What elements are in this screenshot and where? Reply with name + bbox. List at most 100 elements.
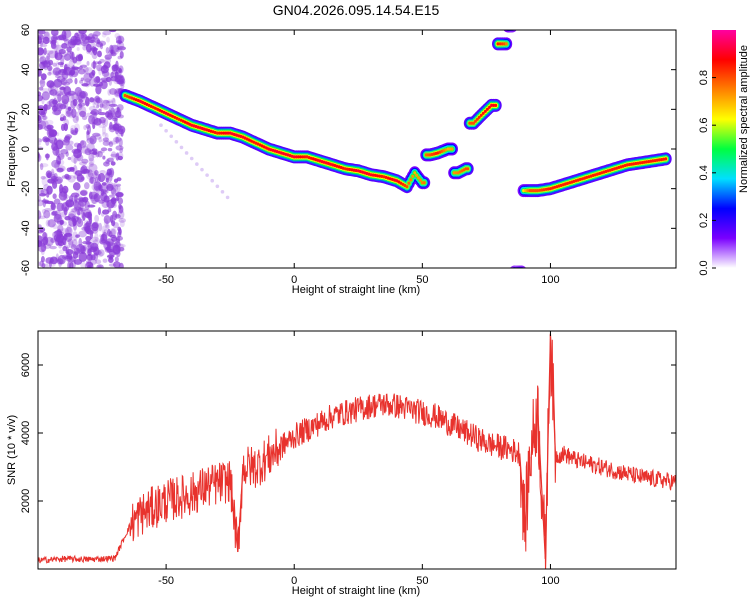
ridge-point bbox=[237, 134, 241, 138]
noise-point bbox=[88, 72, 95, 79]
noise-point bbox=[72, 42, 80, 47]
ridge-point bbox=[318, 159, 322, 163]
noise-point bbox=[61, 43, 68, 49]
noise-point bbox=[106, 249, 115, 253]
ridge-point bbox=[181, 119, 185, 123]
ridge-point bbox=[506, 23, 511, 28]
ridge-point bbox=[374, 173, 377, 177]
noise-point bbox=[110, 228, 116, 237]
noise-point bbox=[96, 264, 104, 268]
noise-point bbox=[97, 112, 107, 116]
noise-point bbox=[39, 30, 44, 38]
ridge-point bbox=[252, 140, 256, 144]
x-tick-label: -50 bbox=[158, 575, 174, 587]
noise-point bbox=[87, 39, 96, 44]
ridge-point bbox=[211, 130, 215, 134]
noise-point bbox=[38, 137, 43, 143]
y-tick-label: -60 bbox=[20, 260, 32, 276]
ridge-point bbox=[636, 161, 640, 165]
noise-point bbox=[111, 220, 116, 227]
ridge-point bbox=[516, 270, 519, 273]
ridge-point bbox=[136, 98, 140, 103]
snr-spike bbox=[519, 453, 526, 529]
noise-point bbox=[55, 147, 60, 158]
noise-point bbox=[102, 140, 111, 146]
noise-point bbox=[47, 219, 56, 228]
noise-point bbox=[57, 93, 62, 103]
noise-point bbox=[69, 167, 75, 172]
ridge-point bbox=[524, 189, 528, 193]
noise-point bbox=[47, 123, 51, 132]
noise-point bbox=[44, 119, 54, 126]
noise-point bbox=[62, 38, 68, 42]
noise-point bbox=[115, 40, 123, 44]
noise-point bbox=[83, 72, 93, 83]
noise-point bbox=[74, 170, 83, 176]
x-tick-label: 0 bbox=[291, 274, 297, 286]
noise-point bbox=[76, 104, 83, 110]
noise-point bbox=[43, 31, 51, 42]
ridge-point bbox=[235, 133, 239, 137]
noise-point bbox=[103, 214, 111, 224]
noise-point bbox=[39, 80, 45, 84]
ridge-point bbox=[549, 187, 552, 191]
ridge-point bbox=[419, 178, 422, 182]
ridge-point bbox=[399, 181, 403, 185]
noise-point bbox=[86, 253, 93, 261]
ridge-point bbox=[557, 184, 561, 188]
ridge-point bbox=[619, 165, 623, 169]
noise-point bbox=[59, 183, 64, 194]
ridge-point bbox=[444, 148, 448, 152]
noise-point bbox=[38, 94, 44, 102]
noise-point bbox=[92, 98, 96, 108]
noise-point bbox=[93, 112, 97, 118]
ridge-point bbox=[625, 163, 629, 167]
colorbar-label: Normalized spectral amplitude bbox=[738, 45, 750, 193]
noise-point bbox=[95, 259, 102, 265]
ridge-point bbox=[316, 158, 320, 162]
snr-spike bbox=[549, 334, 557, 457]
noise-point bbox=[40, 249, 45, 256]
ridge-point bbox=[303, 155, 307, 159]
y-tick-label: 2000 bbox=[20, 489, 32, 513]
noise-point bbox=[38, 146, 44, 151]
noise-point bbox=[86, 172, 95, 180]
noise-point bbox=[99, 184, 109, 193]
noise-point bbox=[52, 97, 58, 108]
ridge-point bbox=[613, 167, 616, 171]
noise-point bbox=[56, 167, 64, 173]
x-tick-label: 100 bbox=[541, 575, 559, 587]
noise-point bbox=[94, 214, 100, 223]
ridge-point bbox=[139, 99, 142, 103]
ridge-point bbox=[250, 139, 253, 143]
noise-point bbox=[105, 47, 110, 54]
noise-point bbox=[98, 249, 105, 257]
ridge-point bbox=[282, 152, 285, 156]
noise-point bbox=[103, 61, 111, 69]
noise-point bbox=[98, 40, 107, 46]
noise-point bbox=[67, 93, 75, 103]
ridge-point bbox=[226, 131, 230, 135]
noise-point bbox=[109, 255, 113, 260]
noise-point bbox=[63, 64, 70, 70]
ridge-point bbox=[166, 112, 170, 116]
ridge-point bbox=[403, 183, 407, 188]
ridge-point bbox=[645, 160, 648, 164]
noise-point bbox=[110, 151, 117, 159]
noise-point bbox=[78, 98, 83, 104]
noise-point bbox=[75, 95, 80, 100]
ridge-point bbox=[617, 165, 621, 170]
noise-point bbox=[76, 189, 81, 200]
ridge-point bbox=[409, 178, 413, 182]
ridge-point bbox=[141, 100, 145, 104]
ridge-point bbox=[331, 163, 335, 167]
noise-point bbox=[38, 86, 44, 91]
noise-point bbox=[111, 236, 118, 242]
ridge-point bbox=[233, 132, 236, 137]
ridge-point bbox=[218, 131, 221, 135]
noise-point bbox=[39, 163, 49, 168]
noise-point bbox=[46, 124, 54, 130]
noise-point bbox=[61, 101, 67, 108]
noise-point bbox=[60, 228, 69, 234]
noise-point bbox=[75, 243, 85, 254]
